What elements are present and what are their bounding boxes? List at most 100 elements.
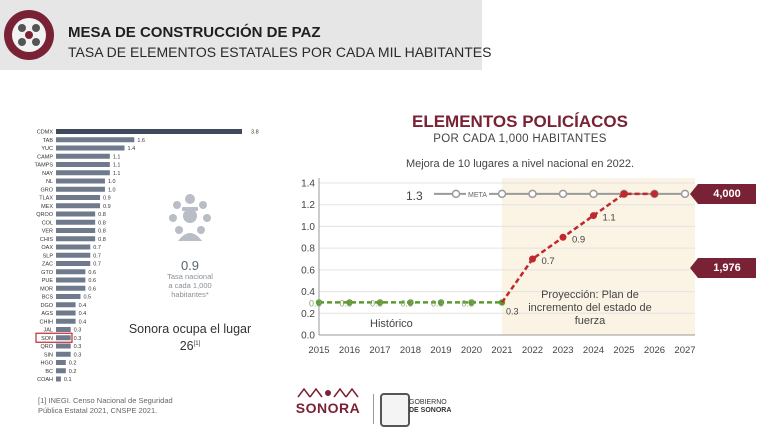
header-band	[0, 0, 482, 70]
state-seal-icon	[380, 393, 410, 427]
bar-value-label: 0.4	[79, 311, 87, 317]
bar-category-label: TLAX	[39, 196, 53, 202]
meta-line-label: META	[466, 192, 489, 199]
bar-ver	[56, 228, 96, 233]
x-tick-label: 2021	[491, 345, 512, 356]
bar-category-label: BCS	[42, 295, 54, 301]
sonora-highlight-box	[35, 332, 73, 343]
bar-son	[56, 335, 71, 341]
bar-value-label: 0.7	[93, 253, 101, 259]
projection-value-label: 1.1	[603, 213, 616, 224]
bar-category-label: CDMX	[37, 130, 54, 136]
historic-label: Histórico	[370, 318, 413, 330]
bar-category-label: SLP	[43, 253, 54, 259]
projection-point	[529, 255, 536, 263]
bar-pue	[56, 277, 86, 283]
gobierno-line: GOBIERNO	[409, 399, 447, 406]
bar-category-label: ZAC	[42, 262, 53, 268]
x-tick-label: 2026	[644, 345, 665, 356]
x-tick-label: 2022	[522, 345, 543, 356]
bar-qroo	[56, 211, 96, 217]
bar-value-label: 0.6	[88, 278, 96, 284]
y-tick-label: 1.2	[301, 200, 315, 211]
bar-value-label: 0.4	[79, 319, 87, 325]
national-rate-desc-line: a cada 1,000	[168, 281, 212, 290]
bar-category-label: MOR	[40, 286, 53, 292]
bar-value-label: 0.8	[98, 212, 106, 218]
bar-category-label: PUE	[42, 278, 54, 284]
sonora-rank-number: 26	[179, 339, 194, 354]
y-tick-label: 0.0	[301, 331, 315, 342]
sonora-rank-label: Sonora ocupa el lugar	[128, 322, 252, 336]
bar-col	[56, 219, 96, 225]
bar-gto	[56, 269, 86, 275]
bar-value-label: 0.9	[103, 196, 111, 202]
projection-point	[590, 212, 597, 220]
historic-point	[468, 299, 475, 306]
gobierno-logo-text: GOBIERNO DE SONORA	[409, 399, 451, 415]
projection-series-line	[500, 192, 655, 304]
bar-value-label: 1.1	[113, 171, 121, 177]
historic-value-label: 0.3	[506, 306, 519, 316]
meta-point	[558, 189, 568, 199]
bar-value-label: 0.1	[64, 377, 72, 383]
meta-point	[589, 189, 598, 199]
projection-label-line: fuerza	[574, 315, 606, 327]
meta-value: 1.3	[406, 189, 423, 203]
historic-value-label: 0.3	[340, 298, 353, 308]
bar-category-label: YUC	[41, 146, 53, 152]
bar-slp	[56, 252, 91, 258]
bar-tab	[56, 137, 135, 143]
x-tick-label: 2025	[613, 345, 634, 356]
bar-nl	[56, 178, 105, 184]
projection-point	[559, 233, 567, 241]
gobierno-line: DE SONORA	[409, 407, 452, 414]
bar-category-label: CHIS	[40, 237, 53, 243]
bar-category-label: VER	[42, 229, 53, 235]
projection-value-label: 0.7	[542, 256, 555, 267]
x-tick-label: 2024	[583, 345, 604, 356]
projection-label-line: Proyección: Plan de	[541, 289, 639, 301]
bar-category-label: MEX	[41, 204, 53, 210]
bar-value-label: 1.0	[108, 187, 116, 193]
bar-value-label: 0.3	[74, 352, 82, 358]
callout-4000: 4,000	[698, 184, 756, 204]
footnote-line: Pública Estatal 2021, CNSPE 2021.	[38, 406, 158, 415]
bar-qro	[56, 343, 71, 349]
state-bar-chart: CDMX 3.8 TAB 1.6 YUC 1.4 CAMP 1.1 TAMPS 1.1 NAY 1.1…	[34, 129, 259, 383]
y-tick-label: 1.4	[301, 179, 315, 190]
bar-zac	[56, 261, 91, 266]
bar-coah	[56, 376, 61, 382]
bar-value-label: 0.2	[69, 369, 77, 375]
meta-point	[497, 189, 507, 199]
x-tick-label: 2019	[430, 345, 451, 356]
bar-category-label: NL	[46, 179, 53, 185]
bar-category-label: OAX	[41, 245, 53, 251]
bar-value-label: 3.8	[251, 130, 259, 136]
national-rate-value: 0.9	[180, 258, 200, 273]
bar-category-label: COAH	[37, 377, 53, 383]
page-title: MESA DE CONSTRUCCIÓN DE PAZ	[68, 24, 321, 41]
projection-value-label: 0.9	[572, 234, 585, 245]
bar-jal	[56, 327, 71, 332]
bar-bcs	[56, 294, 81, 299]
footnote: [1] INEGI. Censo Nacional de Seguridad P…	[38, 396, 238, 416]
bar-value-label: 0.8	[98, 237, 106, 243]
callout-arrow-top	[690, 184, 698, 204]
bar-category-label: QRO	[40, 344, 53, 350]
historic-point	[407, 299, 414, 306]
bar-category-label: NAY	[42, 171, 53, 177]
line-chart-note: Mejora de 10 lugares a nivel nacional en…	[405, 158, 635, 170]
bar-category-label: JAL	[44, 328, 53, 334]
x-tick-label: 2016	[339, 345, 360, 356]
bar-value-label: 1.1	[113, 163, 121, 169]
footnote-line: [1] INEGI. Censo Nacional de Seguridad	[38, 396, 173, 405]
historic-point	[346, 299, 353, 306]
x-tick-label: 2015	[308, 345, 329, 356]
bar-nay	[56, 170, 110, 176]
bar-category-label: TAMPS	[34, 163, 53, 169]
sonora-rank-footnote-ref: [1]	[193, 341, 201, 347]
projection-point	[651, 190, 658, 198]
x-tick-label: 2023	[552, 345, 573, 356]
